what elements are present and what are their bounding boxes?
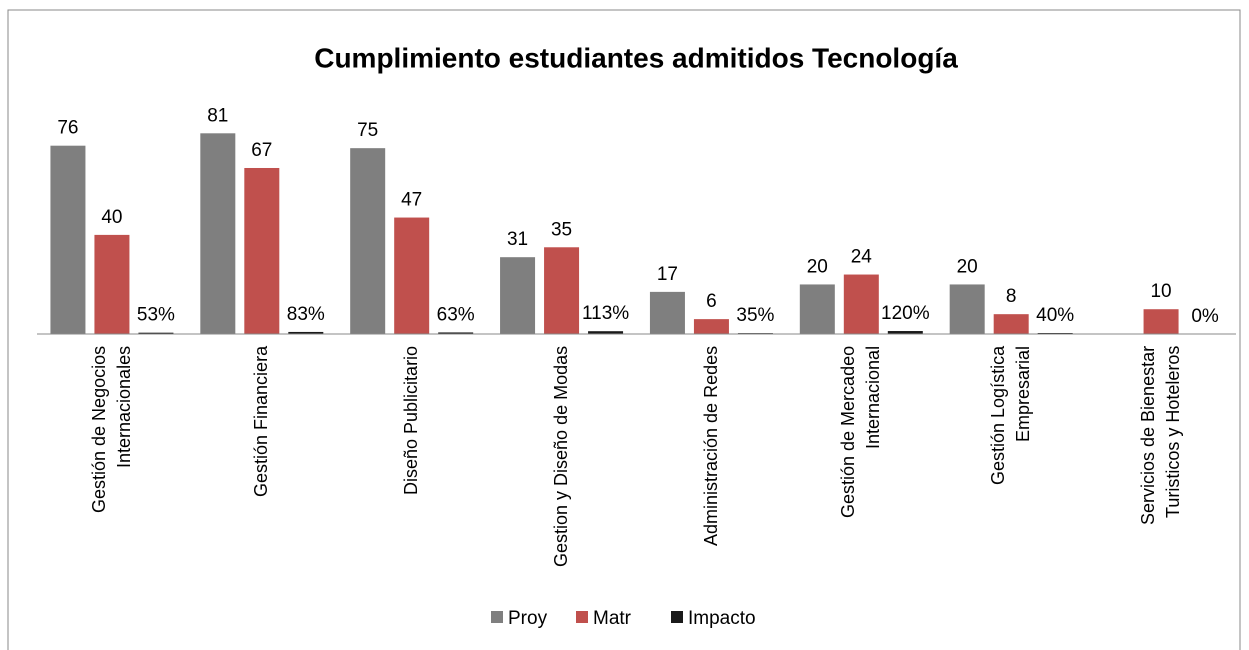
bar	[350, 148, 386, 334]
legend-label: Proy	[508, 608, 548, 629]
bar	[50, 145, 86, 334]
data-label: 20	[957, 256, 978, 277]
data-label: 0%	[1191, 306, 1219, 327]
bar	[588, 331, 624, 334]
x-tick-label: Gestion y Diseño de Modas	[551, 346, 572, 568]
bar	[649, 291, 685, 334]
data-label: 120%	[881, 303, 930, 324]
data-label: 35%	[736, 305, 774, 326]
bar	[438, 332, 474, 334]
bar	[1143, 309, 1179, 334]
bar	[693, 319, 729, 334]
chart-frame	[7, 9, 1241, 650]
legend-swatch	[671, 611, 683, 623]
legend-swatch	[491, 611, 503, 623]
chart-title: Cumplimiento estudiantes admitidos Tecno…	[314, 42, 958, 73]
x-tick-label: Servicios de Bienestar Turisticos y Hote…	[1138, 346, 1184, 526]
x-tick-label: Gestión Financiera	[251, 346, 272, 498]
bar	[244, 167, 280, 334]
data-label: 113%	[582, 303, 629, 324]
data-label: 8	[1006, 286, 1017, 307]
data-label: 40%	[1036, 305, 1074, 326]
bar	[138, 332, 174, 334]
data-label: 63%	[437, 304, 475, 325]
data-label: 17	[657, 264, 678, 285]
data-label: 10	[1150, 281, 1171, 302]
bar	[843, 274, 879, 334]
data-label: 81	[207, 105, 228, 126]
legend-label: Matr	[593, 608, 632, 629]
bar	[288, 331, 324, 334]
data-label: 6	[706, 291, 717, 312]
bar	[94, 234, 130, 334]
data-label: 75	[357, 120, 378, 141]
data-label: 47	[401, 190, 422, 211]
x-tick-label: Diseño Publicitario	[401, 346, 422, 496]
data-label: 35	[551, 219, 572, 240]
data-label: 24	[851, 247, 873, 268]
x-tick-label: Administración de Redes	[700, 346, 721, 547]
x-tick-label: Gestión Logística Empresarial	[988, 346, 1034, 486]
data-label: 83%	[287, 304, 325, 325]
bar	[993, 314, 1029, 334]
legend-swatch	[576, 611, 588, 623]
legend-label: Impacto	[688, 608, 756, 629]
data-label: 67	[251, 140, 272, 161]
bar	[544, 247, 580, 334]
data-label: 40	[101, 207, 122, 228]
bar	[394, 217, 430, 334]
data-label: 76	[57, 118, 78, 139]
bar	[500, 257, 536, 334]
bar	[887, 331, 923, 334]
bar	[949, 284, 985, 334]
x-tick-label: Gestión de Mercadeo Internacional	[838, 346, 884, 519]
data-label: 20	[807, 256, 828, 277]
data-label: 31	[507, 229, 528, 250]
bar	[799, 284, 835, 334]
bar	[200, 133, 236, 334]
x-tick-label: Gestión de Negocios Internacionales	[88, 346, 134, 514]
data-label: 53%	[137, 305, 175, 326]
